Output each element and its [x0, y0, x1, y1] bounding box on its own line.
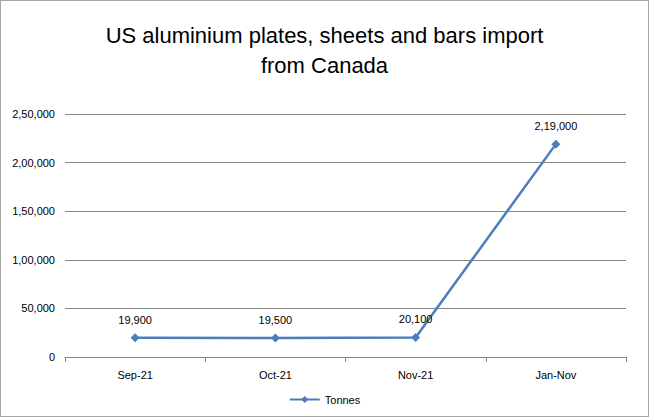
- svg-text:2,19,000: 2,19,000: [534, 120, 577, 132]
- svg-text:50,000: 50,000: [21, 302, 55, 314]
- svg-text:20,100: 20,100: [399, 313, 433, 325]
- svg-text:2,00,000: 2,00,000: [12, 157, 55, 169]
- svg-text:19,900: 19,900: [118, 314, 152, 326]
- svg-text:2,50,000: 2,50,000: [12, 108, 55, 120]
- svg-text:Tonnes: Tonnes: [325, 394, 361, 406]
- svg-text:1,50,000: 1,50,000: [12, 205, 55, 217]
- svg-text:from Canada: from Canada: [261, 53, 389, 78]
- svg-text:Jan-Nov: Jan-Nov: [535, 369, 576, 381]
- svg-text:US aluminium plates, sheets an: US aluminium plates, sheets and bars imp…: [106, 23, 544, 48]
- svg-text:Sep-21: Sep-21: [117, 369, 152, 381]
- svg-text:0: 0: [49, 351, 55, 363]
- svg-text:Oct-21: Oct-21: [259, 369, 292, 381]
- svg-text:1,00,000: 1,00,000: [12, 254, 55, 266]
- svg-text:Nov-21: Nov-21: [398, 369, 433, 381]
- svg-text:19,500: 19,500: [259, 314, 293, 326]
